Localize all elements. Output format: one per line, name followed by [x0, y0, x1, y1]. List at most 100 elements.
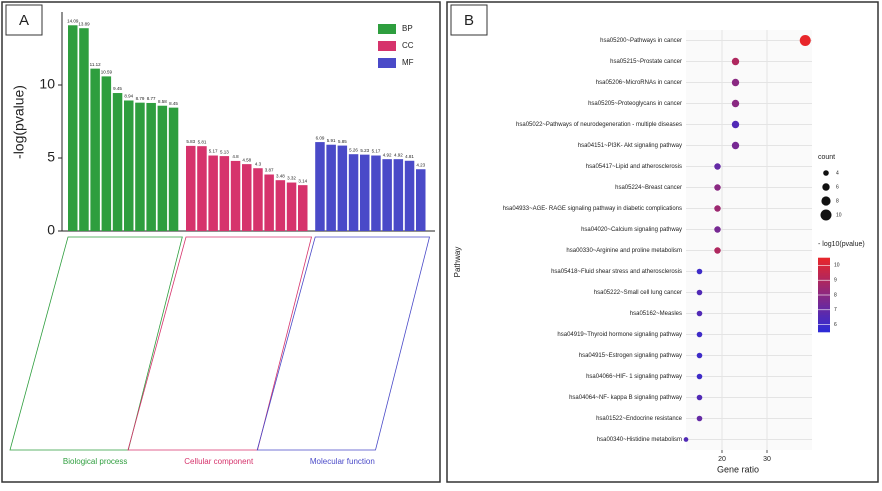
size-legend-dot	[822, 183, 830, 191]
value-label: 6.09	[316, 135, 325, 140]
value-label: 5.17	[372, 149, 381, 154]
dot	[696, 415, 703, 422]
dot	[696, 352, 703, 359]
colorbar-step	[818, 289, 830, 293]
value-label: 14.09	[67, 18, 79, 23]
legend-label: MF	[402, 58, 414, 67]
y-tick-label: hsa00340~Histidine metabolism	[597, 437, 682, 443]
colorbar-step	[818, 316, 830, 320]
bar	[253, 168, 263, 231]
value-label: 5.23	[360, 148, 369, 153]
value-label: 3.32	[287, 176, 296, 181]
colorbar-label: 9	[834, 278, 837, 284]
x-tick-label: 30	[763, 456, 771, 463]
y-tick-label: hsa05162~Measles	[630, 311, 682, 317]
colorbar-step	[818, 311, 830, 316]
colorbar-label: 7	[834, 307, 837, 313]
colorbar-step	[818, 294, 830, 298]
bar	[90, 68, 100, 231]
colorbar-step	[818, 324, 830, 328]
group-label: Cellular component	[184, 457, 254, 466]
y-tick-label: hsa05222~Small cell lung cancer	[594, 290, 682, 296]
colorbar-step	[818, 277, 830, 281]
size-legend-label: 6	[836, 184, 839, 190]
value-label: 8.58	[158, 99, 167, 104]
value-label: 4.23	[416, 162, 425, 167]
value-label: 3.48	[276, 173, 285, 178]
dot	[731, 57, 740, 66]
size-legend-dot	[820, 209, 832, 221]
colorbar-step	[818, 282, 830, 286]
panel-a-frame	[1, 1, 441, 483]
size-legend-label: 8	[836, 198, 839, 204]
bar	[286, 182, 297, 231]
bar	[186, 145, 196, 231]
bar	[208, 155, 218, 231]
y-tick-label: 5	[47, 149, 55, 165]
colorbar-step	[818, 284, 830, 288]
dot	[696, 310, 703, 317]
bar	[382, 159, 392, 231]
colorbar-step	[818, 319, 830, 323]
colorbar-label: 6	[834, 322, 837, 328]
bar	[275, 180, 286, 231]
y-tick-label: hsa04933~AGE- RAGE signaling pathway in …	[503, 206, 682, 212]
bar	[264, 174, 274, 231]
colorbar-step	[818, 329, 830, 333]
value-label: 4.81	[405, 154, 414, 159]
colorbar-step	[818, 302, 830, 306]
value-label: 5.81	[198, 139, 207, 144]
y-tick-label: hsa05215~Prostate cancer	[610, 59, 682, 65]
bar	[157, 105, 168, 231]
colorbar-step	[818, 272, 830, 276]
group-box	[256, 236, 431, 451]
legend-label: BP	[402, 24, 413, 33]
colorbar-step	[818, 292, 830, 296]
bar	[79, 28, 89, 232]
colorbar-step	[818, 326, 830, 330]
value-label: 4.8	[232, 154, 239, 159]
value-label: 8.77	[147, 96, 156, 101]
bar	[371, 155, 381, 231]
bar	[416, 169, 426, 231]
value-label: 3.14	[298, 178, 307, 183]
plot-area	[686, 30, 812, 450]
colorbar-step	[818, 321, 830, 325]
y-tick-label: hsa01522~Endocrine resistance	[596, 416, 683, 422]
y-tick-label: hsa04919~Thyroid hormone signaling pathw…	[557, 332, 682, 338]
colorbar-step	[818, 274, 830, 279]
colorbar-step	[818, 257, 830, 261]
x-axis-label: Gene ratio	[717, 464, 759, 474]
bar	[68, 25, 78, 232]
legend-swatch	[378, 41, 396, 51]
bar	[230, 160, 241, 231]
group-label: Molecular function	[310, 457, 375, 466]
y-axis-label: Pathway	[453, 247, 462, 278]
y-tick-label: hsa05205~Proteoglycans in cancer	[588, 101, 682, 107]
y-tick-label: 10	[39, 76, 55, 92]
bar	[124, 100, 134, 231]
value-label: 8.45	[169, 101, 178, 106]
y-tick-label: hsa05022~Pathways of neurodegeneration -…	[516, 122, 682, 128]
y-tick-label: hsa04151~PI3K- Akt signaling pathway	[578, 143, 682, 149]
y-tick-label: hsa05224~Breast cancer	[615, 185, 682, 191]
value-label: 10.59	[101, 70, 113, 75]
colorbar-step	[818, 270, 830, 274]
colorbar-step	[818, 265, 830, 269]
y-tick-label: hsa04915~Estrogen signaling pathway	[579, 353, 682, 359]
y-tick-label: hsa04020~Calcium signaling pathway	[581, 227, 682, 233]
bar	[337, 145, 348, 231]
colorbar-step	[818, 304, 830, 308]
bar	[326, 144, 336, 231]
bar	[197, 146, 207, 231]
color-legend-title: - log10(pvalue)	[818, 241, 865, 248]
bar	[168, 107, 179, 231]
dot	[696, 289, 703, 296]
value-label: 5.83	[186, 139, 195, 144]
y-tick-label: hsa00330~Arginine and proline metabolism	[566, 248, 682, 254]
bar	[315, 142, 325, 231]
dot	[696, 331, 703, 338]
colorbar-step	[818, 309, 830, 313]
bar	[360, 154, 370, 231]
